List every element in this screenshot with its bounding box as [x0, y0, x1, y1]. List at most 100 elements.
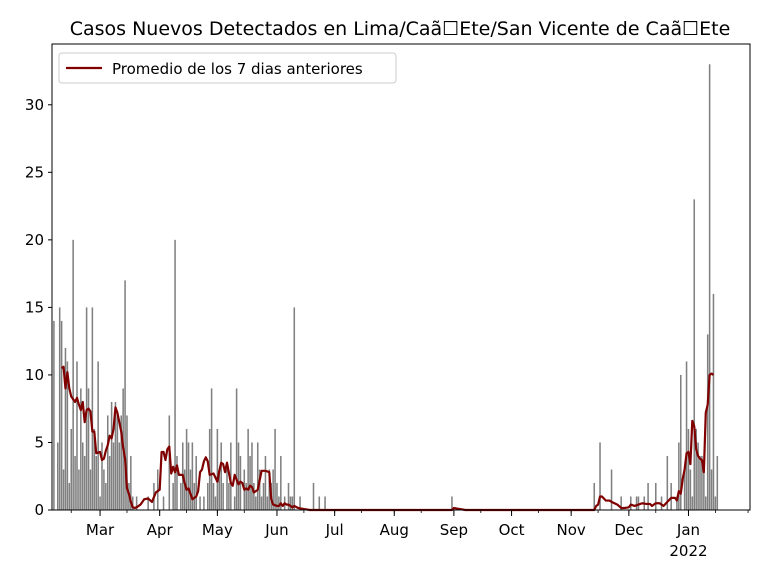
bar — [249, 455, 251, 510]
bar — [118, 442, 121, 510]
bar — [101, 442, 103, 510]
plot-frame — [51, 43, 751, 511]
bar — [147, 496, 149, 510]
bar — [172, 482, 174, 510]
bar — [189, 469, 192, 510]
bar — [131, 496, 134, 510]
bar — [712, 293, 715, 510]
bar — [91, 307, 94, 510]
bar — [78, 469, 80, 510]
x-tick-label: Aug — [380, 521, 409, 539]
bar — [85, 307, 88, 510]
bar — [324, 496, 326, 510]
bar — [716, 455, 719, 510]
bar — [126, 415, 128, 510]
bar — [193, 482, 196, 510]
y-tick-label: 5 — [34, 433, 44, 451]
y-tick-label: 15 — [25, 298, 44, 316]
bar — [620, 496, 622, 510]
bar — [660, 496, 663, 510]
x-tick-label: Jun — [264, 521, 288, 539]
bar — [68, 482, 71, 510]
bar — [630, 496, 632, 510]
bar — [110, 401, 113, 510]
y-tick-label: 25 — [25, 163, 44, 181]
bar — [245, 482, 247, 510]
bar — [637, 496, 640, 510]
legend-entry-label: Promedio de los 7 dias anteriores — [112, 60, 363, 78]
bar — [258, 469, 261, 510]
bar — [687, 428, 690, 510]
bar — [655, 482, 657, 510]
bar — [235, 388, 238, 510]
bar — [318, 496, 321, 510]
bar — [256, 442, 259, 510]
bar — [260, 496, 263, 510]
bar — [705, 496, 707, 510]
bar — [237, 442, 240, 510]
bar — [685, 361, 688, 510]
bar — [156, 469, 159, 510]
x-tick-label: Apr — [147, 521, 174, 539]
bar — [72, 239, 74, 511]
bar — [180, 482, 182, 510]
bar — [203, 496, 205, 510]
bar — [680, 374, 682, 510]
bar — [706, 334, 709, 510]
bar — [635, 496, 638, 510]
bar — [697, 442, 699, 510]
y-tick-label: 10 — [25, 366, 44, 384]
x-tick-label: Jan — [676, 521, 700, 539]
legend-box — [58, 52, 397, 84]
x-tick-label: Jul — [325, 521, 344, 539]
bar — [689, 469, 692, 510]
bar — [710, 469, 713, 510]
bar — [89, 469, 92, 510]
bar — [206, 482, 209, 510]
bar — [222, 482, 224, 510]
bar — [195, 455, 197, 510]
y-axis: 0 5 10 15 20 25 30 — [25, 96, 52, 519]
bar — [251, 442, 253, 510]
bar — [74, 455, 76, 510]
bar — [287, 482, 290, 510]
bar — [701, 455, 703, 510]
bar — [76, 361, 78, 510]
bar — [187, 442, 190, 510]
x-axis: Mar Apr May Jun Jul Aug Sep Oct Nov Dec Jan 2022 — [70, 510, 749, 560]
bar — [230, 442, 232, 510]
bar — [116, 415, 119, 510]
bars-layer — [53, 64, 719, 511]
bar — [599, 442, 601, 510]
bar — [291, 496, 294, 510]
bar — [185, 428, 188, 510]
bar — [105, 482, 107, 510]
bar — [99, 496, 101, 510]
bar — [714, 496, 717, 510]
bar — [276, 482, 278, 510]
bar — [212, 482, 215, 510]
bar — [647, 482, 649, 510]
bar — [678, 442, 680, 510]
bar — [210, 388, 213, 510]
bar — [135, 496, 138, 510]
x-tick-label: Sep — [440, 521, 468, 539]
bar — [57, 442, 59, 510]
bar — [593, 482, 596, 510]
bar — [220, 442, 222, 510]
bar — [274, 428, 276, 510]
x-tick-label: Dec — [614, 521, 643, 539]
bar — [130, 455, 132, 510]
x-tick-label: Nov — [557, 521, 586, 539]
bar — [108, 455, 111, 510]
bar — [699, 455, 701, 510]
bar — [106, 415, 109, 510]
bar — [83, 455, 86, 510]
x-tick-label: 2022 — [669, 542, 707, 560]
bar — [666, 455, 669, 510]
legend: Promedio de los 7 dias anteriores — [58, 52, 397, 84]
bar — [268, 469, 271, 510]
x-tick-label: Oct — [499, 521, 525, 539]
